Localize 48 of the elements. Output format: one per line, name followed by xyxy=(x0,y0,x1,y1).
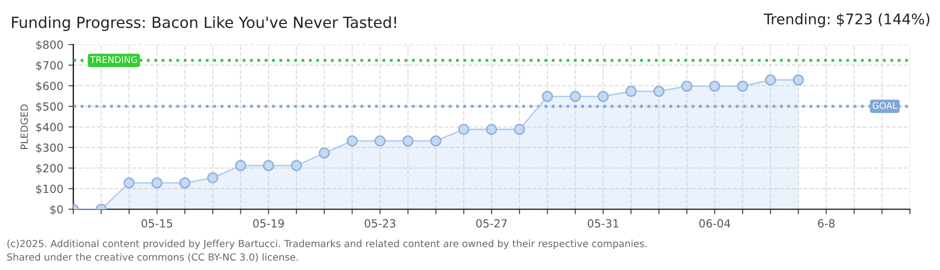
x-tick-label: 05-19 xyxy=(253,219,284,228)
point xyxy=(542,90,553,102)
point xyxy=(681,80,692,92)
point xyxy=(402,135,414,146)
point xyxy=(290,160,302,172)
point xyxy=(235,160,246,172)
y-axis-title: PLEDGED xyxy=(20,104,28,149)
y-tick-label: $400 xyxy=(36,122,63,133)
y-tick-label: $600 xyxy=(36,82,63,92)
point xyxy=(207,172,218,184)
point xyxy=(179,177,190,188)
point xyxy=(151,177,163,188)
text: Shared under the creative commons (CC BY-NC 3.0) license. xyxy=(7,253,298,262)
y-tick-label: $500 xyxy=(36,102,63,112)
point xyxy=(458,124,470,135)
x-tick-label: 05-23 xyxy=(364,219,396,228)
ref-line-label: TRENDING xyxy=(90,56,137,64)
point xyxy=(346,135,358,146)
x-tick-label: 05-15 xyxy=(142,219,172,228)
point xyxy=(262,160,274,172)
point xyxy=(737,80,748,92)
point xyxy=(430,135,442,146)
y-tick-label: $300 xyxy=(36,143,63,154)
point xyxy=(625,86,637,97)
y-tick-label: $700 xyxy=(36,60,63,71)
point xyxy=(514,124,526,135)
point xyxy=(709,80,720,92)
x-tick-label: 05-31 xyxy=(588,219,618,228)
point xyxy=(124,177,135,188)
x-tick-label: 6-8 xyxy=(818,219,835,228)
point xyxy=(486,124,498,135)
point xyxy=(570,90,581,102)
y-tick-label: $0 xyxy=(50,205,63,216)
point xyxy=(653,86,664,97)
point xyxy=(764,74,776,86)
y-tick-label: $200 xyxy=(36,164,63,174)
ref-line-label: GOAL xyxy=(872,102,898,109)
x-tick-label: 06-04 xyxy=(699,219,730,228)
point xyxy=(374,135,386,146)
text: Trending: $723 (144%) xyxy=(764,13,930,28)
point xyxy=(318,147,330,159)
chart-title: Funding Progress: Bacon Like You've Never Tasted! xyxy=(12,16,396,32)
y-tick-label: $100 xyxy=(36,184,63,195)
x-tick-label: 05-27 xyxy=(476,219,507,228)
point xyxy=(792,74,804,86)
point xyxy=(598,90,609,102)
y-tick-label: $800 xyxy=(36,40,63,50)
text: (c)2025. Additional content provided by Jeffery Bartucci. Trademarks and related content are owned by their respective companies. xyxy=(7,240,646,250)
